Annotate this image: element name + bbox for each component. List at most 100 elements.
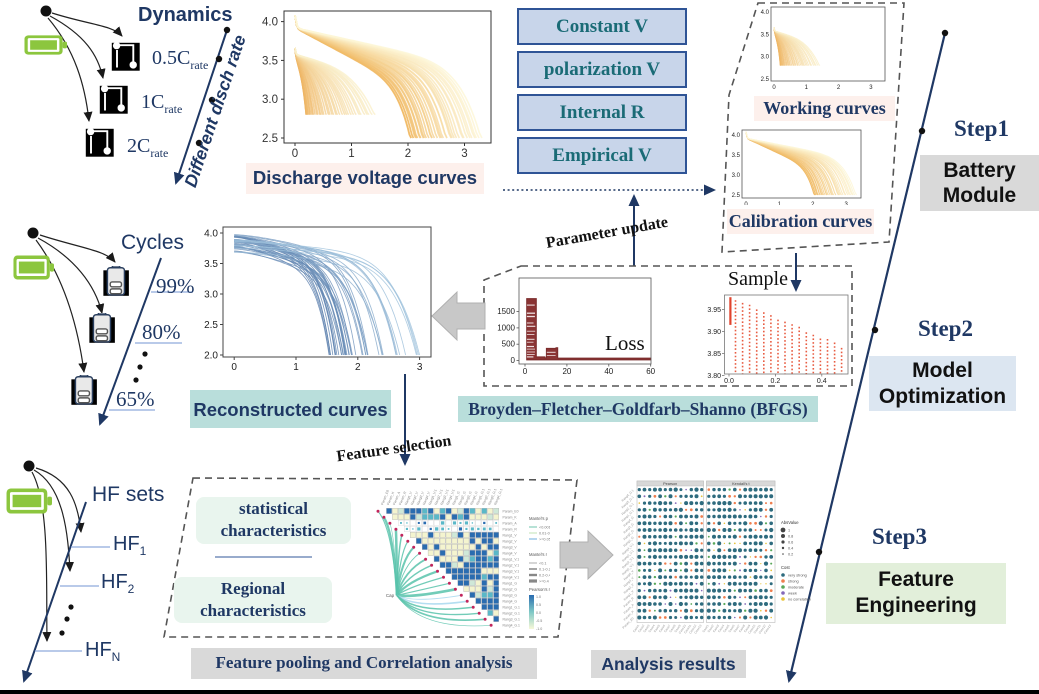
svg-text:Rang1_V.1: Rang1_V.1 — [428, 489, 438, 506]
svg-text:-0.5: -0.5 — [536, 619, 542, 623]
svg-text:0.4: 0.4 — [817, 378, 827, 385]
svg-text:2.5: 2.5 — [262, 133, 278, 145]
svg-text:Rang4_V.1: Rang4_V.1 — [446, 489, 456, 506]
svg-text:Case11: Case11 — [753, 624, 762, 635]
svg-text:3: 3 — [869, 85, 873, 91]
svg-text:Case7: Case7 — [733, 624, 741, 634]
svg-text:0.4: 0.4 — [788, 546, 793, 550]
svg-text:Case10: Case10 — [678, 624, 687, 635]
svg-text:0: 0 — [772, 85, 776, 91]
svg-text:Param_R: Param_R — [398, 490, 407, 505]
svg-text:Rang3_V.1: Rang3_V.1 — [440, 489, 450, 506]
svg-text:0.2: 0.2 — [771, 378, 781, 385]
svg-text:1.0: 1.0 — [536, 595, 541, 599]
svg-text:2.5: 2.5 — [761, 77, 770, 83]
svg-text:Rang3_V: Rang3_V — [416, 490, 425, 505]
svg-text:AbsValue: AbsValue — [781, 520, 799, 525]
svg-text:Rang4_G.1: Rang4_G.1 — [493, 488, 503, 506]
svg-text:0: 0 — [744, 202, 748, 205]
svg-text:3.5: 3.5 — [761, 32, 770, 38]
svg-text:Case13: Case13 — [693, 624, 702, 635]
svg-text:Case2: Case2 — [637, 624, 645, 634]
svg-text:Case8: Case8 — [668, 624, 676, 634]
svg-text:1: 1 — [778, 202, 782, 205]
svg-text:3.85: 3.85 — [707, 351, 721, 358]
svg-text:4.0: 4.0 — [732, 133, 741, 139]
svg-text:4.0: 4.0 — [262, 17, 278, 29]
svg-text:3: 3 — [845, 202, 849, 205]
svg-text:Rang2_G.1: Rang2_G.1 — [481, 488, 491, 506]
svg-text:Rang4_G: Rang4_G — [469, 490, 478, 505]
svg-text:no correlation: no correlation — [788, 597, 811, 601]
svg-text:Case10: Case10 — [747, 624, 756, 635]
svg-text:Case3: Case3 — [642, 624, 650, 634]
svg-text:Case7: Case7 — [663, 624, 671, 634]
svg-text:Rang1_V: Rang1_V — [404, 490, 413, 505]
svg-text:Param_A: Param_A — [503, 521, 518, 525]
svg-text:2.5: 2.5 — [204, 320, 218, 331]
svg-text:0.2-0.4: 0.2-0.4 — [539, 574, 550, 578]
svg-text:500: 500 — [502, 340, 516, 349]
svg-text:Case9: Case9 — [743, 624, 751, 634]
svg-text:0.5: 0.5 — [536, 603, 541, 607]
svg-text:Case12: Case12 — [688, 624, 697, 635]
svg-text:0.0: 0.0 — [536, 611, 541, 615]
svg-text:Param_K: Param_K — [386, 490, 395, 505]
svg-text:Param_E0: Param_E0 — [503, 509, 519, 513]
svg-text:4.0: 4.0 — [204, 229, 218, 240]
svg-text:Cap: Cap — [386, 593, 395, 598]
svg-text:Rang1_G.1: Rang1_G.1 — [475, 488, 485, 506]
svg-text:2.5: 2.5 — [732, 193, 741, 199]
svg-text:Rang2_G: Rang2_G — [503, 587, 518, 591]
svg-text:2: 2 — [837, 85, 841, 91]
svg-text:Mantel's p: Mantel's p — [529, 516, 549, 521]
svg-text:1: 1 — [805, 85, 809, 91]
svg-text:0.1-0.2: 0.1-0.2 — [539, 568, 550, 572]
svg-text:3: 3 — [417, 362, 423, 373]
svg-text:0: 0 — [511, 356, 516, 365]
svg-text:0: 0 — [231, 362, 237, 373]
svg-text:0: 0 — [523, 367, 528, 375]
svg-text:<0.1: <0.1 — [539, 562, 547, 566]
svg-text:Case2: Case2 — [707, 624, 715, 634]
svg-text:Param_A: Param_A — [392, 490, 401, 505]
svg-text:Case3: Case3 — [712, 624, 720, 634]
svg-text:3.0: 3.0 — [262, 94, 278, 106]
svg-text:>=0.05: >=0.05 — [539, 538, 550, 542]
svg-text:week: week — [788, 591, 797, 595]
svg-text:Rang3_G.1: Rang3_G.1 — [503, 617, 520, 621]
svg-text:Rang2_G: Rang2_G — [458, 490, 467, 505]
svg-text:Param_R: Param_R — [503, 527, 518, 531]
svg-text:2: 2 — [405, 148, 411, 160]
svg-text:Pearson's r: Pearson's r — [529, 587, 550, 592]
svg-text:strong: strong — [788, 579, 799, 583]
svg-text:1: 1 — [788, 528, 790, 532]
svg-text:-1.0: -1.0 — [536, 627, 542, 631]
svg-text:Rang4_G.1: Rang4_G.1 — [503, 623, 520, 627]
svg-text:Case5: Case5 — [653, 624, 661, 634]
svg-text:Rang2_V.1: Rang2_V.1 — [434, 489, 444, 506]
svg-text:Case6: Case6 — [727, 624, 735, 634]
svg-text:3.80: 3.80 — [707, 373, 721, 380]
svg-text:Param_E0: Param_E0 — [380, 489, 390, 505]
svg-text:very strong: very strong — [788, 573, 807, 577]
svg-text:2.0: 2.0 — [204, 351, 218, 362]
svg-text:Rang3_V: Rang3_V — [503, 545, 518, 549]
svg-text:0.6: 0.6 — [788, 540, 793, 544]
svg-text:Rang3_G: Rang3_G — [503, 593, 518, 597]
svg-text:3: 3 — [461, 148, 467, 160]
svg-text:moderate: moderate — [788, 585, 804, 589]
svg-text:Case13: Case13 — [763, 624, 772, 635]
svg-text:>=0.4: >=0.4 — [539, 580, 549, 584]
svg-text:<0.001: <0.001 — [539, 526, 550, 530]
svg-text:Rang4_G: Rang4_G — [503, 599, 518, 603]
svg-text:Case11: Case11 — [683, 624, 692, 635]
svg-text:Rang3_G: Rang3_G — [464, 490, 473, 505]
svg-text:0.8: 0.8 — [788, 534, 793, 538]
svg-text:Rang3_G.1: Rang3_G.1 — [487, 488, 497, 506]
svg-text:20: 20 — [562, 367, 571, 375]
svg-text:Case4: Case4 — [647, 624, 655, 634]
svg-text:3.95: 3.95 — [707, 307, 721, 314]
svg-text:Rang1_V: Rang1_V — [503, 533, 518, 537]
svg-text:1: 1 — [348, 148, 354, 160]
